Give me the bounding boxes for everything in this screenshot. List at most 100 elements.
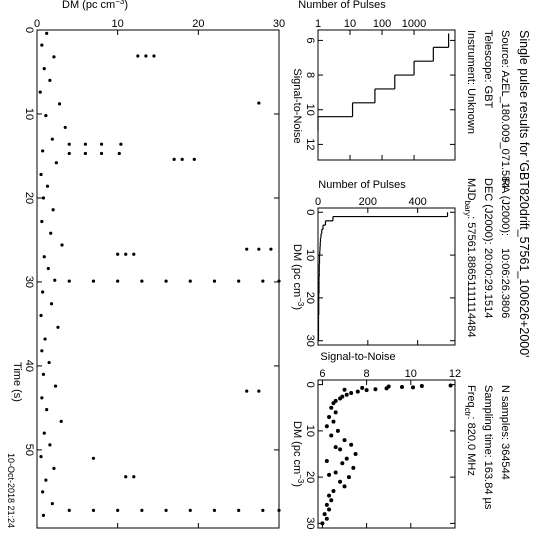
point xyxy=(124,475,128,479)
point xyxy=(333,445,338,450)
point xyxy=(116,508,120,512)
point xyxy=(39,172,43,177)
point xyxy=(42,67,46,71)
point xyxy=(116,279,120,283)
point xyxy=(91,456,96,460)
x-axis-label-sup: −3 xyxy=(296,297,305,307)
date: 10-Oct-2018 21:24 xyxy=(6,453,16,528)
point xyxy=(373,387,378,392)
point xyxy=(41,513,46,518)
point xyxy=(324,424,329,429)
y-tick-label: 6 xyxy=(319,368,325,380)
x-axis-label: DM (pc cm−3) xyxy=(291,421,305,487)
point xyxy=(48,443,52,447)
point xyxy=(39,313,43,318)
point xyxy=(40,349,44,353)
point xyxy=(67,151,71,156)
point xyxy=(99,151,104,156)
y-axis-label-text: DM (pc cm xyxy=(62,0,115,11)
point xyxy=(355,389,360,394)
y-tick-label: 400 xyxy=(408,196,426,208)
x-axis-label-sup: −3 xyxy=(296,474,305,484)
point xyxy=(164,279,168,283)
point xyxy=(59,419,63,423)
point xyxy=(324,458,329,463)
freq-value: : 820.0 MHz xyxy=(465,417,477,476)
point xyxy=(46,266,50,271)
mjd-sub: bary xyxy=(463,201,472,217)
y-axis-label-sup: −3 xyxy=(115,0,125,6)
point xyxy=(346,475,351,480)
point xyxy=(324,502,329,507)
x-tick-label: 10 xyxy=(304,104,316,116)
point xyxy=(42,255,46,259)
x-axis-label-end: ) xyxy=(291,483,303,487)
point xyxy=(329,498,334,503)
point xyxy=(257,389,261,393)
y-axis-label: Number of Pulses xyxy=(298,0,386,11)
n-samples: N samples: 364544 xyxy=(499,385,511,480)
point xyxy=(188,279,192,283)
point xyxy=(53,384,58,388)
point xyxy=(338,479,343,484)
point xyxy=(56,325,60,329)
y-tick-label: 100 xyxy=(373,18,391,30)
x-tick-label: 6 xyxy=(304,37,316,43)
point xyxy=(60,243,64,247)
x-tick-label: 12 xyxy=(304,138,316,150)
point xyxy=(335,428,340,433)
point xyxy=(91,279,96,283)
x-tick-label: 10 xyxy=(304,249,316,261)
point xyxy=(237,279,241,283)
y-tick-label: 8 xyxy=(364,368,370,380)
point xyxy=(344,456,349,461)
point xyxy=(188,508,192,512)
x-axis-label: Signal-to-Noise xyxy=(291,68,303,143)
x-tick-label: 10 xyxy=(23,108,35,120)
point xyxy=(257,101,261,105)
plot-frame xyxy=(36,29,280,529)
point xyxy=(41,196,46,200)
point xyxy=(212,279,217,283)
point xyxy=(51,208,55,212)
source: Source: AzEL_180.009_071.584 xyxy=(499,30,511,188)
point xyxy=(41,149,45,153)
x-tick-label: 30 xyxy=(23,276,35,288)
freq: Freqctr: 820.0 MHz xyxy=(463,385,477,476)
x-axis-label: DM (pc cm−3) xyxy=(291,244,305,310)
point xyxy=(329,405,334,410)
point xyxy=(41,290,45,294)
point xyxy=(351,465,356,470)
mjd-label: MJD xyxy=(465,178,477,201)
point xyxy=(333,470,338,475)
point xyxy=(333,410,338,415)
point xyxy=(327,415,332,419)
point xyxy=(349,390,354,395)
point xyxy=(53,278,57,282)
point xyxy=(43,337,47,341)
point xyxy=(50,502,54,506)
point xyxy=(329,433,334,438)
y-axis-label: Signal-to-Noise xyxy=(320,351,395,363)
x-tick-label: 40 xyxy=(23,360,35,372)
y-tick-label: 12 xyxy=(449,368,461,380)
point xyxy=(50,137,54,141)
mjd: MJDbary: 57561.88651111114484 xyxy=(463,178,477,338)
y-tick-label: 10 xyxy=(405,368,417,380)
point xyxy=(269,247,273,251)
point xyxy=(411,385,416,390)
ra-label: RA (J2000): xyxy=(499,178,511,236)
title: Single pulse results for 'GBT820drift_57… xyxy=(517,30,531,358)
point xyxy=(57,102,62,106)
point xyxy=(192,157,196,161)
point xyxy=(41,490,45,494)
mjd-value: : 57561.88651111114484 xyxy=(465,216,477,337)
point xyxy=(140,508,144,512)
y-tick-label: 1000 xyxy=(402,18,426,30)
x-tick-label: 8 xyxy=(304,72,316,78)
point xyxy=(44,478,48,482)
point xyxy=(342,387,347,392)
point xyxy=(237,508,241,512)
plot-frame xyxy=(317,207,456,346)
y-tick-label: 1 xyxy=(315,18,321,30)
